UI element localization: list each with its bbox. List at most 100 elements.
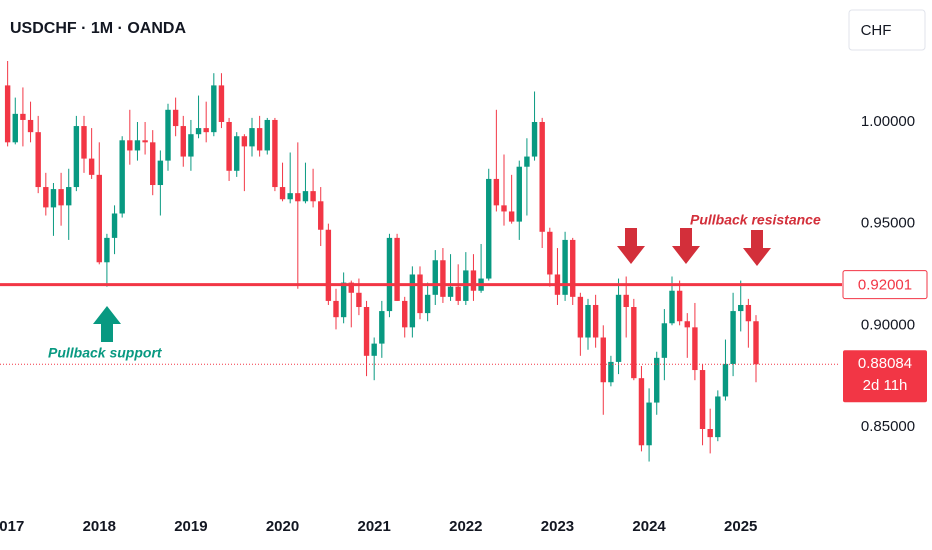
x-tick-label: 2022 (449, 518, 482, 535)
candle-body (692, 327, 698, 371)
candle-body (340, 282, 347, 318)
y-tick-label: 0.85000 (861, 418, 915, 435)
candle-body (738, 304, 744, 312)
candle-body (119, 140, 125, 214)
candle-body (180, 126, 186, 157)
y-tick-label: 0.95000 (861, 215, 915, 232)
candle-body (20, 113, 26, 120)
candle-body (669, 290, 675, 324)
candle-body (226, 121, 232, 171)
candle-body (470, 270, 477, 291)
x-tick-label: 2021 (357, 518, 390, 535)
candle-body (615, 294, 622, 362)
candle-body (96, 174, 102, 263)
candle-body (134, 140, 141, 151)
candle-body (631, 307, 637, 379)
candle-body (172, 109, 179, 127)
candle-body (707, 429, 713, 438)
candle-body (4, 85, 11, 143)
annotation: Pullback support (48, 345, 163, 361)
chart-title: USDCHF · 1M · OANDA (10, 20, 186, 37)
candle-body (417, 274, 423, 314)
candle-body (363, 307, 370, 356)
level-label-box (842, 270, 928, 300)
candle-body (218, 85, 225, 122)
candle-body (111, 213, 118, 238)
candle-body (722, 363, 729, 397)
candle-body (333, 300, 339, 318)
candle-body (661, 323, 668, 358)
last-price-label: 0.88084 (858, 355, 912, 372)
candle-body (50, 189, 57, 208)
candle-body (684, 321, 690, 328)
candle-body (195, 128, 202, 135)
candle-body (730, 311, 736, 364)
candle-body (188, 134, 194, 157)
candle-body (58, 189, 64, 206)
candle-body (249, 128, 255, 147)
candle-body (295, 193, 301, 202)
candle-body (43, 187, 49, 208)
x-tick-label: 2019 (174, 518, 207, 535)
candle-body (455, 286, 461, 301)
candle-body (127, 140, 133, 151)
candle-body (203, 128, 209, 133)
candle-body (356, 292, 362, 308)
x-tick-label: 2018 (83, 518, 116, 535)
candle-body (638, 378, 645, 446)
arrow-down (617, 228, 645, 264)
arrow-up (93, 306, 121, 342)
candle-body (264, 119, 270, 151)
candle-body (447, 286, 454, 297)
arrow-down (743, 230, 771, 266)
candle-body (35, 132, 41, 188)
candle-body (646, 402, 652, 446)
candle-body (386, 237, 393, 312)
candle-body (150, 142, 156, 186)
candle-body (104, 237, 110, 263)
x-tick-label: 2025 (724, 518, 757, 535)
candle-body (592, 304, 599, 338)
candle-body (508, 211, 515, 222)
level-label: 0.92001 (858, 277, 912, 294)
candle-body (371, 343, 377, 356)
candle-body (715, 396, 721, 438)
candle-body (409, 274, 416, 328)
candle-body (531, 121, 538, 157)
x-tick-label: 2023 (541, 518, 574, 535)
candle-body (585, 304, 591, 338)
candle-body (318, 201, 324, 230)
candle-body (12, 113, 18, 143)
candle-body (440, 260, 446, 297)
annotation: Pullback resistance (690, 212, 821, 228)
candle-body (73, 126, 80, 188)
x-tick-label: 2024 (632, 518, 666, 535)
candle-body (493, 178, 500, 206)
candle-body (539, 121, 545, 232)
candle-body (325, 229, 332, 301)
candle-body (745, 304, 752, 322)
candle-body (562, 239, 568, 295)
candle-body (272, 119, 278, 188)
candle-body (570, 239, 576, 297)
currency-box[interactable] (848, 9, 926, 51)
candle-body (256, 128, 263, 151)
candle-body (432, 260, 438, 295)
candle-body (623, 294, 629, 308)
candle-body (287, 193, 293, 200)
candle-body (676, 290, 683, 322)
candle-body (654, 357, 660, 403)
candle-body (394, 237, 400, 301)
candle-body (608, 361, 614, 383)
x-tick-label: 2017 (0, 518, 24, 535)
candle-body (348, 282, 354, 293)
candle-body (88, 158, 95, 175)
x-tick-label: 2020 (266, 518, 299, 535)
candle-body (241, 136, 248, 147)
candle-body (211, 85, 217, 133)
candle-body (165, 109, 171, 161)
candle-body (302, 191, 309, 202)
candle-body (524, 156, 530, 167)
candle-body (600, 337, 606, 383)
